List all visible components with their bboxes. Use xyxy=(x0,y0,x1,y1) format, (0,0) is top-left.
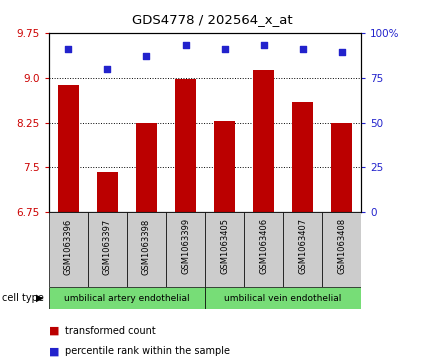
Text: umbilical artery endothelial: umbilical artery endothelial xyxy=(64,294,190,302)
Bar xyxy=(58,85,79,212)
Bar xyxy=(205,287,361,309)
Bar xyxy=(175,79,196,212)
Text: GDS4778 / 202564_x_at: GDS4778 / 202564_x_at xyxy=(132,13,293,26)
Point xyxy=(182,42,189,48)
Point xyxy=(221,46,228,52)
Point xyxy=(299,46,306,52)
Text: GSM1063397: GSM1063397 xyxy=(103,218,112,274)
Text: transformed count: transformed count xyxy=(65,326,156,336)
Text: GSM1063396: GSM1063396 xyxy=(64,218,73,274)
Point xyxy=(260,42,267,48)
Text: ■: ■ xyxy=(49,346,60,356)
Point xyxy=(143,53,150,59)
Bar xyxy=(97,172,118,212)
Text: GSM1063407: GSM1063407 xyxy=(298,218,307,274)
Text: GSM1063399: GSM1063399 xyxy=(181,218,190,274)
Point xyxy=(65,46,72,52)
Bar xyxy=(49,287,205,309)
Text: umbilical vein endothelial: umbilical vein endothelial xyxy=(224,294,342,302)
Bar xyxy=(88,212,127,287)
Bar xyxy=(322,212,361,287)
Text: percentile rank within the sample: percentile rank within the sample xyxy=(65,346,230,356)
Bar xyxy=(244,212,283,287)
Bar xyxy=(205,212,244,287)
Bar xyxy=(49,212,88,287)
Bar xyxy=(331,123,352,212)
Bar xyxy=(292,102,313,212)
Bar xyxy=(166,212,205,287)
Bar xyxy=(127,212,166,287)
Text: GSM1063405: GSM1063405 xyxy=(220,218,229,274)
Text: cell type: cell type xyxy=(2,293,44,303)
Text: GSM1063406: GSM1063406 xyxy=(259,218,268,274)
Text: GSM1063398: GSM1063398 xyxy=(142,218,151,274)
Bar xyxy=(283,212,322,287)
Text: ▶: ▶ xyxy=(36,293,43,303)
Bar xyxy=(136,123,157,212)
Bar xyxy=(214,121,235,212)
Point xyxy=(338,49,345,55)
Text: ■: ■ xyxy=(49,326,60,336)
Text: GSM1063408: GSM1063408 xyxy=(337,218,346,274)
Bar xyxy=(253,70,275,212)
Point xyxy=(104,66,111,72)
